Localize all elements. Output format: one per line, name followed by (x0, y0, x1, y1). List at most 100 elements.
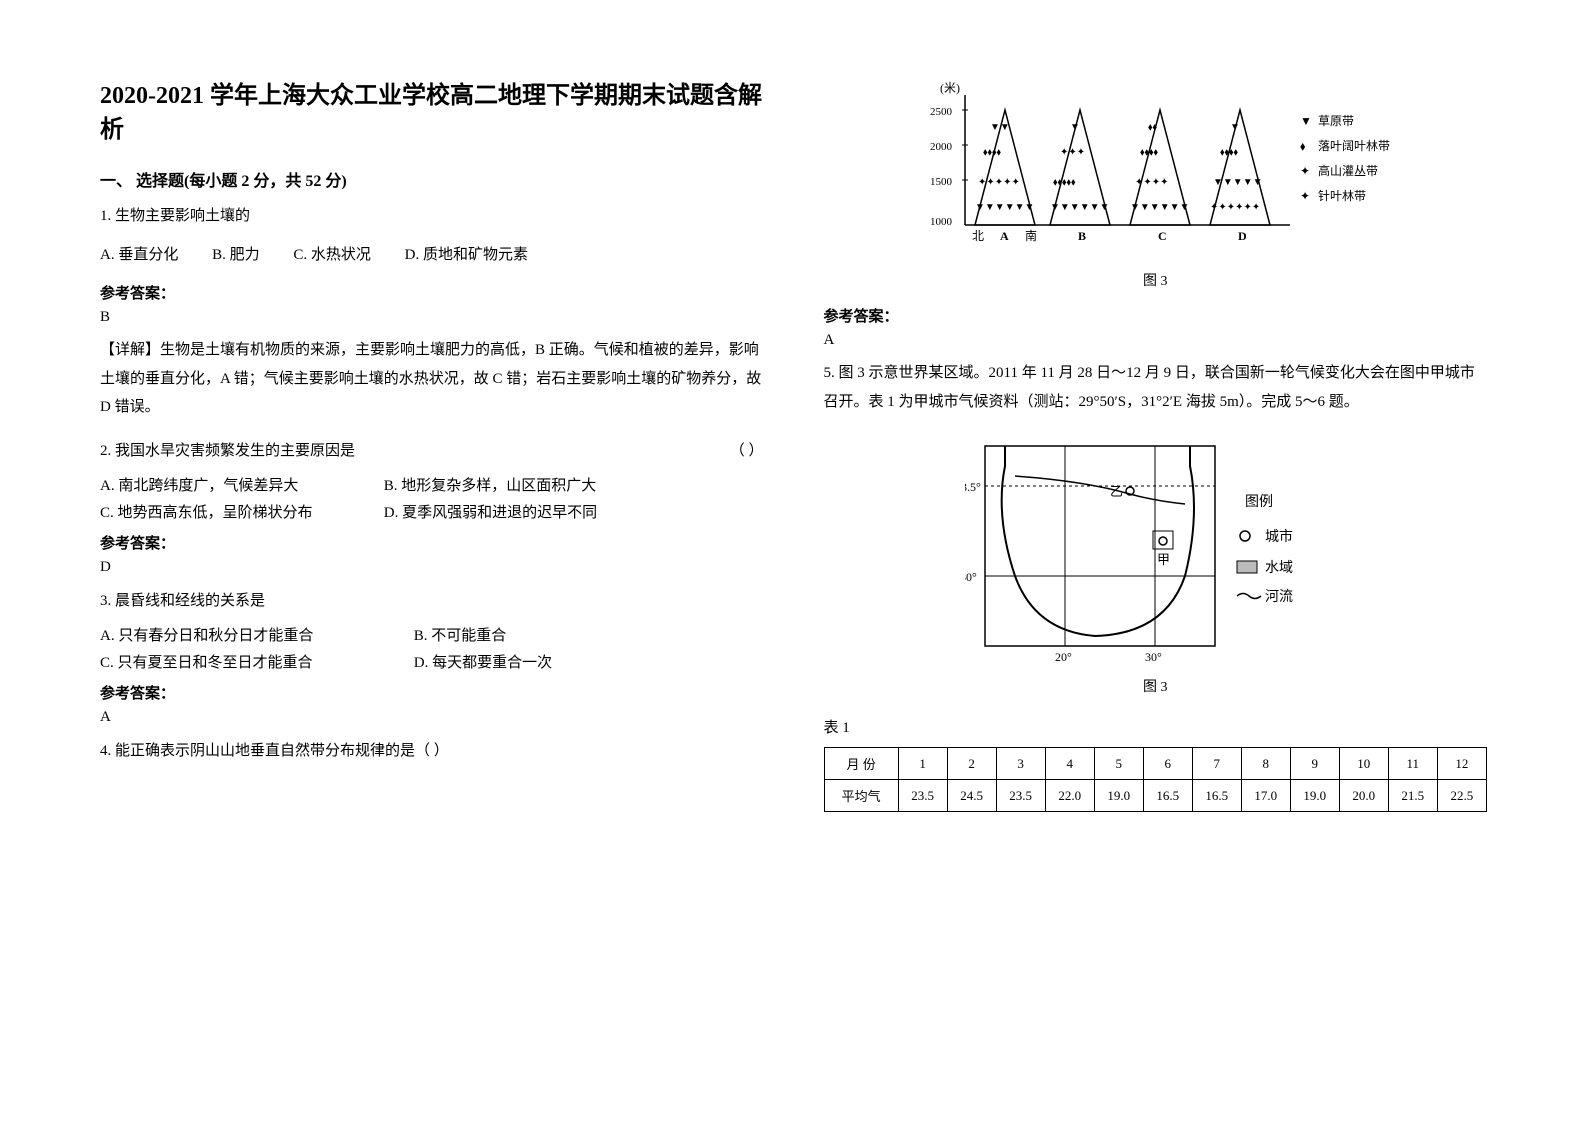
td-4: 22.0 (1045, 780, 1094, 812)
map-svg: 23.5° 30° 20° 30° 乙 甲 图例 城市 水域 河流 (965, 436, 1345, 666)
q2-text: 2. 我国水旱灾害频繁发生的主要原因是 （ ） (100, 436, 764, 466)
q2-answer: D (100, 559, 764, 576)
td-12: 22.5 (1437, 780, 1486, 812)
table-header-row: 月 份 1 2 3 4 5 6 7 8 9 10 11 12 (824, 748, 1487, 780)
q3-text: 3. 晨昏线和经线的关系是 (100, 586, 764, 616)
td-7: 16.5 (1192, 780, 1241, 812)
xlabel-b: B (1078, 229, 1086, 243)
svg-text:▼▼▼▼▼: ▼▼▼▼▼ (1213, 177, 1263, 188)
map-legend-title: 图例 (1245, 494, 1273, 510)
svg-text:▼▼▼▼▼▼: ▼▼▼▼▼▼ (1130, 202, 1189, 213)
th-7: 7 (1192, 748, 1241, 780)
q2-opt-d: D. 夏季风强弱和进退的迟早不同 (384, 501, 664, 522)
th-10: 10 (1339, 748, 1388, 780)
svg-text:▼: ▼ (1070, 122, 1080, 133)
q1-opt-a: A. 垂直分化 (100, 239, 178, 272)
section-heading: 一、 选择题(每小题 2 分，共 52 分) (100, 167, 764, 191)
q2-answer-label: 参考答案： (100, 532, 764, 553)
th-4: 4 (1045, 748, 1094, 780)
q3-answer-label: 参考答案： (100, 682, 764, 703)
q2-paren: （ ） (730, 436, 764, 466)
svg-text:▼: ▼ (1230, 122, 1240, 133)
td-2: 24.5 (947, 780, 996, 812)
mountain-fig-label: 图 3 (824, 270, 1488, 290)
lon-30: 30° (1145, 650, 1162, 664)
svg-text:✦: ✦ (1300, 189, 1310, 203)
ytick-1500: 1500 (930, 176, 953, 188)
td-9: 19.0 (1290, 780, 1339, 812)
svg-text:⬧⬧⬧⬧: ⬧⬧⬧⬧ (1220, 147, 1239, 158)
q1-text: 1. 生物主要影响土壤的 (100, 201, 764, 231)
svg-text:⬧⬧: ⬧⬧ (1148, 122, 1158, 133)
q4-text: 4. 能正确表示阴山山地垂直自然带分布规律的是（ ） (100, 736, 764, 766)
q4-answer-label: 参考答案： (824, 305, 1488, 326)
legend-shrub: 高山灌丛带 (1318, 163, 1378, 178)
svg-text:✦✦✦✦✦✦: ✦✦✦✦✦✦ (1210, 202, 1260, 213)
map-figure: 23.5° 30° 20° 30° 乙 甲 图例 城市 水域 河流 (824, 436, 1488, 696)
mountain-chart: (米) 2500 2000 1500 1000 ▼▼ ⬧⬧⬧⬧ ✦✦✦✦✦ ▼▼… (824, 80, 1488, 290)
q3-row1: A. 只有春分日和秋分日才能重合 B. 不可能重合 (100, 624, 764, 645)
q2-opt-a: A. 南北跨纬度广，气候差异大 (100, 474, 380, 495)
legend-grassland: 草原带 (1318, 114, 1354, 128)
q1-options: A. 垂直分化 B. 肥力 C. 水热状况 D. 质地和矿物元素 (100, 239, 764, 272)
svg-text:⬧⬧⬧⬧: ⬧⬧⬧⬧ (1140, 147, 1159, 158)
q3-opt-c: C. 只有夏至日和冬至日才能重合 (100, 651, 410, 672)
q1-opt-d: D. 质地和矿物元素 (405, 239, 528, 272)
q1-answer-label: 参考答案： (100, 282, 764, 303)
table-row-temp: 平均气 23.5 24.5 23.5 22.0 19.0 16.5 16.5 1… (824, 780, 1487, 812)
q3-answer: A (100, 709, 764, 726)
th-11: 11 (1388, 748, 1437, 780)
xlabel-south: 南 (1025, 228, 1037, 243)
q4-answer: A (824, 332, 1488, 349)
xlabel-north: 北 (972, 229, 984, 243)
svg-text:✦: ✦ (1300, 164, 1310, 178)
map-fig-label: 图 3 (824, 676, 1488, 696)
th-12: 12 (1437, 748, 1486, 780)
lon-20: 20° (1055, 650, 1072, 664)
xlabel-c: C (1158, 229, 1167, 243)
legend-water: 水域 (1265, 560, 1293, 576)
td-5: 19.0 (1094, 780, 1143, 812)
q3-opt-d: D. 每天都要重合一次 (414, 651, 694, 672)
svg-text:▼: ▼ (1300, 114, 1312, 128)
legend-conifer: 针叶林带 (1318, 188, 1366, 203)
svg-text:✦✦✦✦: ✦✦✦✦ (1135, 177, 1169, 188)
lat-235: 23.5° (965, 480, 981, 494)
lat-30: 30° (965, 570, 977, 584)
svg-text:⬧⬧⬧⬧⬧: ⬧⬧⬧⬧⬧ (1053, 177, 1076, 188)
climate-table: 月 份 1 2 3 4 5 6 7 8 9 10 11 12 平均气 23.5 … (824, 747, 1488, 812)
th-8: 8 (1241, 748, 1290, 780)
ytick-1000: 1000 (930, 216, 953, 228)
svg-text:⬧: ⬧ (1300, 139, 1306, 153)
svg-text:▼▼: ▼▼ (990, 122, 1010, 133)
legend-deciduous: 落叶阔叶林带 (1318, 139, 1390, 153)
svg-text:✦✦✦: ✦✦✦ (1060, 147, 1085, 158)
q2-row1: A. 南北跨纬度广，气候差异大 B. 地形复杂多样，山区面积广大 (100, 474, 764, 495)
right-column: (米) 2500 2000 1500 1000 ▼▼ ⬧⬧⬧⬧ ✦✦✦✦✦ ▼▼… (824, 80, 1488, 1042)
legend-river: 河流 (1265, 589, 1293, 605)
td-10: 20.0 (1339, 780, 1388, 812)
th-5: 5 (1094, 748, 1143, 780)
xlabel-a: A (1000, 229, 1009, 243)
q1-explanation: 【详解】生物是土壤有机物质的来源，主要影响土壤肥力的高低，B 正确。气候和植被的… (100, 336, 764, 422)
td-1: 23.5 (898, 780, 947, 812)
q3-row2: C. 只有夏至日和冬至日才能重合 D. 每天都要重合一次 (100, 651, 764, 672)
th-2: 2 (947, 748, 996, 780)
legend-city: 城市 (1265, 528, 1293, 545)
td-3: 23.5 (996, 780, 1045, 812)
svg-text:✦✦✦✦✦: ✦✦✦✦✦ (978, 177, 1020, 188)
y-axis-label: (米) (940, 81, 960, 95)
q5-text: 5. 图 3 示意世界某区域。2011 年 11 月 28 日～12 月 9 日… (824, 359, 1488, 416)
xlabel-d: D (1238, 229, 1247, 243)
page-title: 2020-2021 学年上海大众工业学校高二地理下学期期末试题含解析 (100, 80, 764, 147)
th-1: 1 (898, 748, 947, 780)
q1-opt-b: B. 肥力 (212, 239, 260, 272)
svg-text:▼▼▼▼▼▼: ▼▼▼▼▼▼ (975, 202, 1034, 213)
th-6: 6 (1143, 748, 1192, 780)
mountain-svg: (米) 2500 2000 1500 1000 ▼▼ ⬧⬧⬧⬧ ✦✦✦✦✦ ▼▼… (920, 80, 1390, 260)
q3-opt-a: A. 只有春分日和秋分日才能重合 (100, 624, 410, 645)
svg-text:▼▼▼▼▼▼: ▼▼▼▼▼▼ (1050, 202, 1109, 213)
td-11: 21.5 (1388, 780, 1437, 812)
th-3: 3 (996, 748, 1045, 780)
q3-opt-b: B. 不可能重合 (414, 624, 694, 645)
